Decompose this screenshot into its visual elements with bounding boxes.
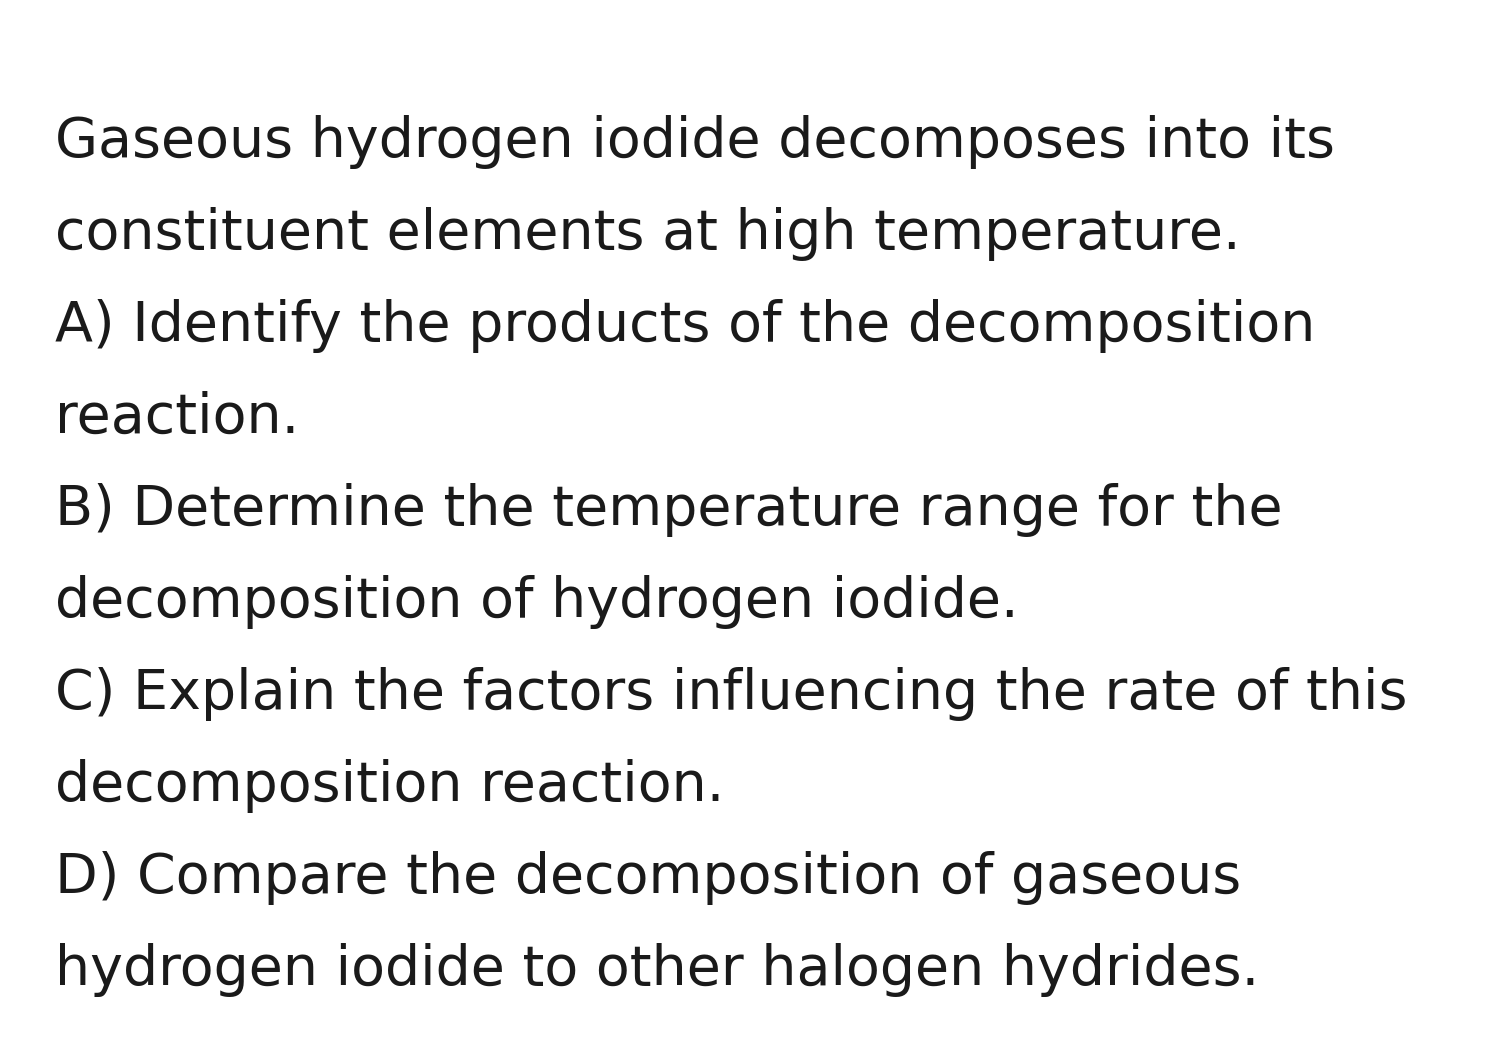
Text: B) Determine the temperature range for the: B) Determine the temperature range for t… xyxy=(56,483,1282,537)
Text: hydrogen iodide to other halogen hydrides.: hydrogen iodide to other halogen hydride… xyxy=(56,943,1260,997)
Text: constituent elements at high temperature.: constituent elements at high temperature… xyxy=(56,207,1240,261)
Text: decomposition of hydrogen iodide.: decomposition of hydrogen iodide. xyxy=(56,575,1018,629)
Text: decomposition reaction.: decomposition reaction. xyxy=(56,759,724,813)
Text: D) Compare the decomposition of gaseous: D) Compare the decomposition of gaseous xyxy=(56,851,1242,905)
Text: A) Identify the products of the decomposition: A) Identify the products of the decompos… xyxy=(56,300,1316,353)
Text: C) Explain the factors influencing the rate of this: C) Explain the factors influencing the r… xyxy=(56,667,1407,721)
Text: reaction.: reaction. xyxy=(56,391,298,445)
Text: Gaseous hydrogen iodide decomposes into its: Gaseous hydrogen iodide decomposes into … xyxy=(56,115,1335,168)
